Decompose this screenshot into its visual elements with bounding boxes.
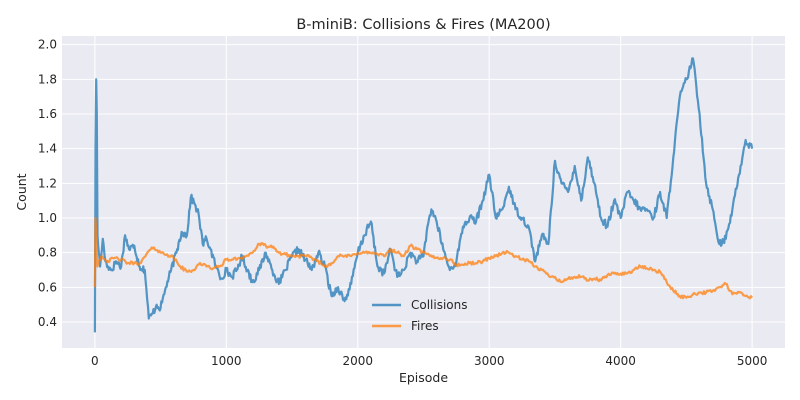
legend-label-fires: Fires [411, 319, 439, 333]
series-line-collisions [93, 57, 754, 333]
y-tick-label: 0.8 [38, 246, 57, 260]
y-tick-label: 1.6 [38, 107, 57, 121]
y-tick-label: 0.6 [38, 280, 57, 294]
x-axis-title: Episode [399, 370, 448, 385]
chart-title: B-miniB: Collisions & Fires (MA200) [296, 17, 550, 33]
y-tick-label: 0.4 [38, 315, 57, 329]
y-tick-label: 2.0 [38, 38, 57, 52]
grid [62, 36, 785, 348]
y-tick-label: 1.0 [38, 211, 57, 225]
series-lines [93, 57, 754, 333]
y-tick-label: 1.4 [38, 142, 57, 156]
y-axis-title: Count [14, 173, 29, 210]
y-tick-label: 1.2 [38, 176, 57, 190]
tick-labels: 0 1000 2000 3000 4000 5000 0.4 0.6 0.8 1.0 1.2 1.4 1… [38, 38, 768, 368]
legend: Collisions Fires [372, 298, 468, 333]
legend-label-collisions: Collisions [411, 298, 468, 312]
x-tick-label: 3000 [474, 354, 505, 368]
x-tick-label: 0 [91, 354, 99, 368]
x-tick-label: 1000 [211, 354, 242, 368]
x-tick-label: 4000 [605, 354, 636, 368]
x-tick-label: 2000 [342, 354, 373, 368]
x-tick-label: 5000 [737, 354, 768, 368]
plot-area [62, 36, 785, 348]
y-tick-label: 1.8 [38, 72, 57, 86]
series-line-fires [93, 216, 753, 300]
